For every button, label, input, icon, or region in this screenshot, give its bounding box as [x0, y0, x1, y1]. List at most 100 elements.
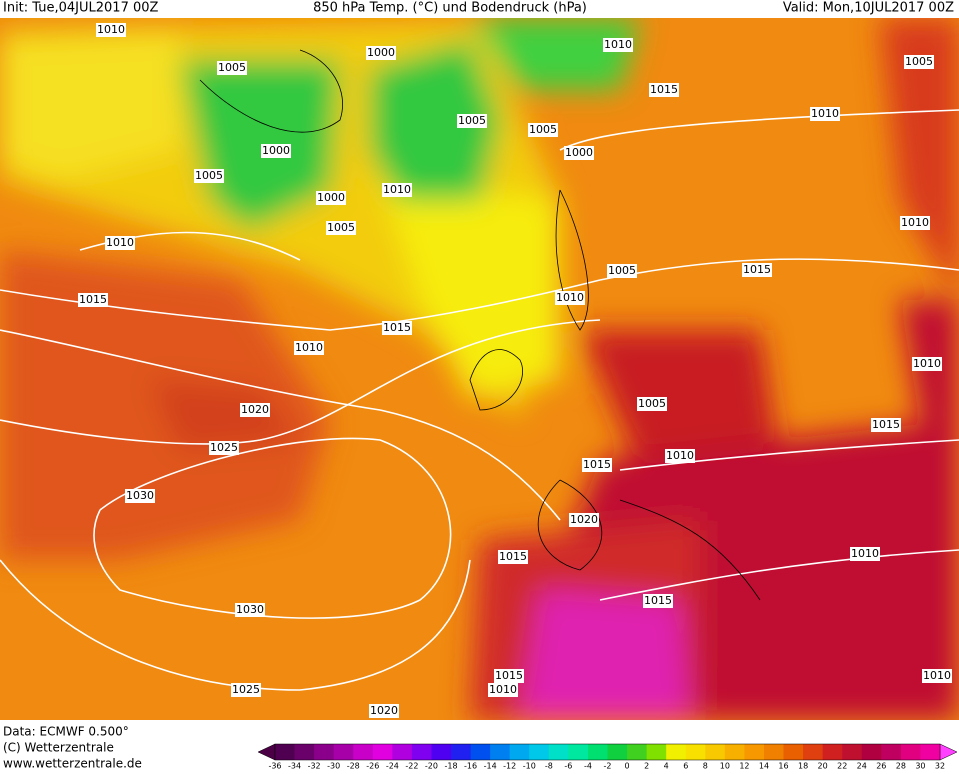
colorbar-label: -24 — [386, 762, 399, 771]
isobar-label-box — [555, 291, 585, 305]
isobar-label: 1015 — [499, 550, 527, 563]
isobar-label-box — [235, 603, 265, 617]
isobar-label: 1010 — [811, 107, 839, 120]
isobar-label-box — [494, 669, 524, 683]
isobar-label: 1010 — [106, 236, 134, 249]
isobar-label-box — [564, 146, 594, 160]
data-source: Data: ECMWF 0.500° — [3, 725, 129, 739]
colorbar-label: 30 — [915, 762, 925, 771]
colorbar-cell — [861, 744, 882, 760]
colorbar-cell — [646, 744, 667, 760]
isobar-label: 1005 — [638, 397, 666, 410]
isobar-label: 1010 — [604, 38, 632, 51]
colorbar-cell — [724, 744, 745, 760]
map-title: 850 hPa Temp. (°C) und Bodendruck (hPa) — [313, 1, 587, 16]
colorbar-label: -22 — [405, 762, 418, 771]
colorbar-label: 10 — [720, 762, 730, 771]
isobar-label: 1010 — [556, 291, 584, 304]
isobar-label-box — [607, 264, 637, 278]
isobar-label: 1020 — [570, 513, 598, 526]
colorbar-label: -8 — [545, 762, 553, 771]
isobar-label: 1015 — [383, 321, 411, 334]
colorbar-cell — [509, 744, 530, 760]
colorbar-frame — [274, 743, 941, 761]
isobar-label: 1030 — [236, 603, 264, 616]
isobar-label-box — [810, 107, 840, 121]
isobar-label: 1000 — [367, 46, 395, 59]
colorbar-label: -28 — [347, 762, 360, 771]
isobar-label-box — [922, 669, 952, 683]
colorbar-label: 32 — [935, 762, 945, 771]
isobar-label: 1010 — [97, 23, 125, 36]
isobar-label-box — [649, 83, 679, 97]
colorbar-label: -32 — [308, 762, 321, 771]
colorbar-label: 8 — [703, 762, 708, 771]
isobar-label: 1010 — [383, 183, 411, 196]
colorbar-label: -30 — [327, 762, 340, 771]
colorbar-cell — [822, 744, 843, 760]
colorbar-label: -4 — [584, 762, 592, 771]
isobar-label: 1015 — [872, 418, 900, 431]
colorbar-cell — [451, 744, 472, 760]
colorbar-cell — [900, 744, 921, 760]
isobar-label: 1015 — [583, 458, 611, 471]
isobar-label: 1025 — [210, 441, 238, 454]
colorbar-low-arrow — [257, 743, 276, 761]
isobar-label-box — [316, 191, 346, 205]
colorbar-cell — [705, 744, 726, 760]
isobar-label-box — [498, 550, 528, 564]
colorbar-cell — [372, 744, 393, 760]
colorbar-cell — [333, 744, 354, 760]
isobar-label: 1010 — [295, 341, 323, 354]
isobar-label-box — [240, 403, 270, 417]
colorbar-cell — [470, 744, 491, 760]
isobar-label: 1015 — [644, 594, 672, 607]
isobar-label-box — [569, 513, 599, 527]
isobar-label: 1010 — [851, 547, 879, 560]
colorbar-cell — [842, 744, 863, 760]
isobar-label: 1025 — [232, 683, 260, 696]
colorbar-cell — [431, 744, 452, 760]
isobar-label: 1010 — [666, 449, 694, 462]
isobar-label: 1010 — [923, 669, 951, 682]
isobar-label-box — [366, 46, 396, 60]
isobar-label-box — [105, 236, 135, 250]
isobar-label-box — [582, 458, 612, 472]
colorbar-label: 26 — [876, 762, 886, 771]
colorbar-cell — [666, 744, 687, 760]
isobar-label-box — [488, 683, 518, 697]
colorbar-cell — [763, 744, 785, 760]
isobar-label-box — [871, 418, 901, 432]
isobar-label-box — [217, 61, 247, 75]
isobar-label-box — [637, 397, 667, 411]
isobar-label: 1000 — [565, 146, 593, 159]
isobar-label: 1020 — [241, 403, 269, 416]
isobar-label: 1010 — [901, 216, 929, 229]
colorbar-cell — [568, 744, 589, 760]
colorbar-label: 0 — [625, 762, 630, 771]
colorbar-cell — [587, 744, 608, 760]
isobar-label-box — [78, 293, 108, 307]
colorbar-label: 12 — [739, 762, 749, 771]
isobar-label: 1015 — [650, 83, 678, 96]
isobar-label-box — [125, 489, 155, 503]
isobar-label-box — [900, 216, 930, 230]
isobar-label: 1000 — [317, 191, 345, 204]
colorbar-cell — [881, 744, 902, 760]
colorbar-label: 6 — [683, 762, 688, 771]
isobar-label-box — [382, 321, 412, 335]
isobar-label-box — [369, 704, 399, 718]
colorbar-label: -20 — [425, 762, 438, 771]
isobar-label-box — [382, 183, 412, 197]
colorbar-cell — [783, 744, 804, 760]
isobar-label: 1020 — [370, 704, 398, 717]
isobar-label: 1005 — [458, 114, 486, 127]
isobar-label: 1005 — [195, 169, 223, 182]
colorbar-cell — [294, 744, 315, 760]
isobar-label-box — [528, 123, 558, 137]
isobar-label: 1015 — [495, 669, 523, 682]
colorbar-label: 20 — [818, 762, 828, 771]
isobar-label: 1015 — [743, 263, 771, 276]
colorbar-label: -14 — [484, 762, 497, 771]
